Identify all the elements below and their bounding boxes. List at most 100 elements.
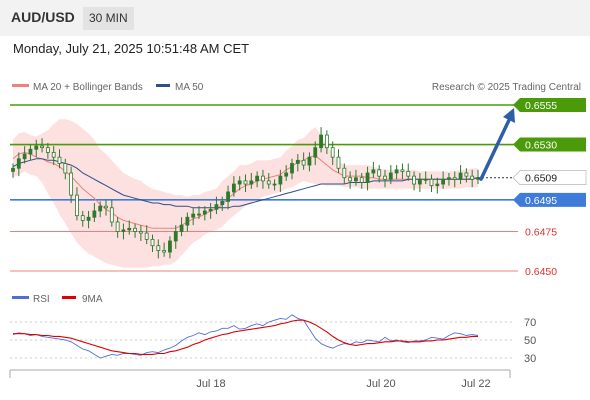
chart-header: AUD/USD 30 MIN	[0, 0, 590, 36]
candle-body	[57, 156, 62, 164]
candle-body	[173, 231, 178, 242]
candle-body	[11, 167, 15, 172]
candle-body	[226, 191, 230, 202]
candle-body	[447, 177, 451, 180]
candle-body	[98, 205, 103, 212]
candle-body	[138, 231, 143, 234]
candle-body	[406, 170, 411, 177]
candle-body	[354, 177, 358, 182]
credit-label: Research © 2025 Trading Central	[432, 82, 581, 93]
candle-body	[51, 152, 56, 158]
candle-body	[336, 156, 341, 169]
candle-body	[342, 167, 347, 179]
candle-body	[214, 204, 219, 210]
candle-body	[435, 183, 440, 187]
candle-body	[249, 180, 254, 185]
candle-body	[237, 180, 242, 185]
candle-body	[458, 172, 463, 180]
candle-body	[231, 183, 236, 193]
candle-body	[202, 210, 207, 215]
candle-body	[109, 207, 114, 223]
resistance-level-label: 0.6530	[525, 140, 557, 152]
target-arrow-shaft	[479, 116, 512, 181]
candle-body	[365, 172, 370, 183]
rsi-tick-label: 50	[524, 335, 536, 347]
ma50-line	[12, 158, 479, 209]
ma50-legend-swatch	[156, 84, 170, 87]
target-arrow-head	[503, 108, 515, 123]
last-price-tag	[512, 170, 587, 186]
timeframe-button[interactable]: 30 MIN	[83, 7, 134, 30]
candle-body	[63, 163, 68, 174]
candle-body	[75, 194, 79, 217]
candle-body	[295, 159, 300, 164]
candle-body	[34, 145, 39, 150]
candle-body	[423, 178, 428, 181]
candle-body	[115, 221, 120, 232]
rsi-legend-swatch	[12, 296, 29, 299]
candle-body	[179, 224, 184, 232]
last-price-label: 0.6509	[525, 173, 557, 185]
candle-body	[185, 216, 190, 226]
resistance-level-tag	[513, 137, 586, 152]
candle-body	[208, 208, 213, 212]
candle-body	[284, 172, 289, 177]
candle-body	[150, 238, 155, 247]
candle-body	[104, 205, 108, 209]
price-panel: 0.6509 0.6555 0.6530 0.6495 0.6475 0.6450	[10, 98, 587, 278]
support-level-label: 0.6450	[525, 266, 557, 278]
candle-body	[69, 172, 74, 196]
symbol-label: AUD/USD	[11, 9, 75, 25]
candle-body	[28, 148, 33, 155]
candle-body	[412, 175, 416, 185]
candle-body	[429, 178, 434, 187]
9ma-legend-swatch	[62, 296, 76, 299]
candle-body	[394, 169, 399, 174]
9ma-legend-label: 9MA	[82, 294, 103, 305]
x-tick-label: Jul 22	[461, 378, 490, 390]
candle-body	[348, 177, 353, 182]
candle-body	[272, 183, 277, 186]
candle-body	[40, 145, 44, 149]
rsi-line	[12, 314, 479, 359]
candle-body	[266, 180, 271, 185]
candle-body	[307, 156, 312, 166]
pivot-level-label: 0.6495	[525, 195, 557, 207]
candle-body	[464, 172, 469, 177]
ma9-line	[13, 319, 478, 355]
timestamp: Monday, July 21, 2025 10:51:48 AM CET	[13, 41, 250, 56]
bollinger-band-area	[13, 119, 478, 268]
rsi-tick-label: 30	[524, 353, 536, 365]
candle-body	[301, 159, 306, 166]
candle-body	[330, 147, 335, 158]
candle-body	[144, 232, 149, 240]
ma50-legend-label: MA 50	[175, 82, 204, 93]
candle-body	[255, 175, 260, 182]
resistance-level-tag	[513, 98, 586, 112]
candle-body	[191, 213, 196, 218]
ma20-legend-swatch	[12, 84, 29, 87]
candle-body	[278, 175, 283, 185]
candle-body	[45, 147, 50, 153]
candle-body	[133, 227, 137, 232]
candle-body	[168, 240, 172, 253]
candle-body	[127, 227, 132, 231]
candle-body	[220, 201, 225, 205]
candle-body	[92, 210, 97, 218]
x-tick-label: Jul 18	[196, 378, 225, 390]
candle-body	[400, 169, 405, 172]
candle-body	[86, 216, 91, 221]
candle-body	[388, 172, 393, 180]
candle-body	[156, 245, 161, 251]
candle-body	[371, 169, 376, 174]
pivot-level-tag	[513, 192, 586, 207]
candle-body	[261, 175, 265, 182]
candle-body	[452, 177, 457, 180]
candle-body	[383, 175, 387, 180]
candle-body	[470, 175, 475, 180]
candle-body	[359, 177, 364, 183]
rsi-tick-label: 70	[524, 317, 536, 329]
candle-body	[417, 178, 422, 185]
candle-body	[121, 229, 126, 232]
